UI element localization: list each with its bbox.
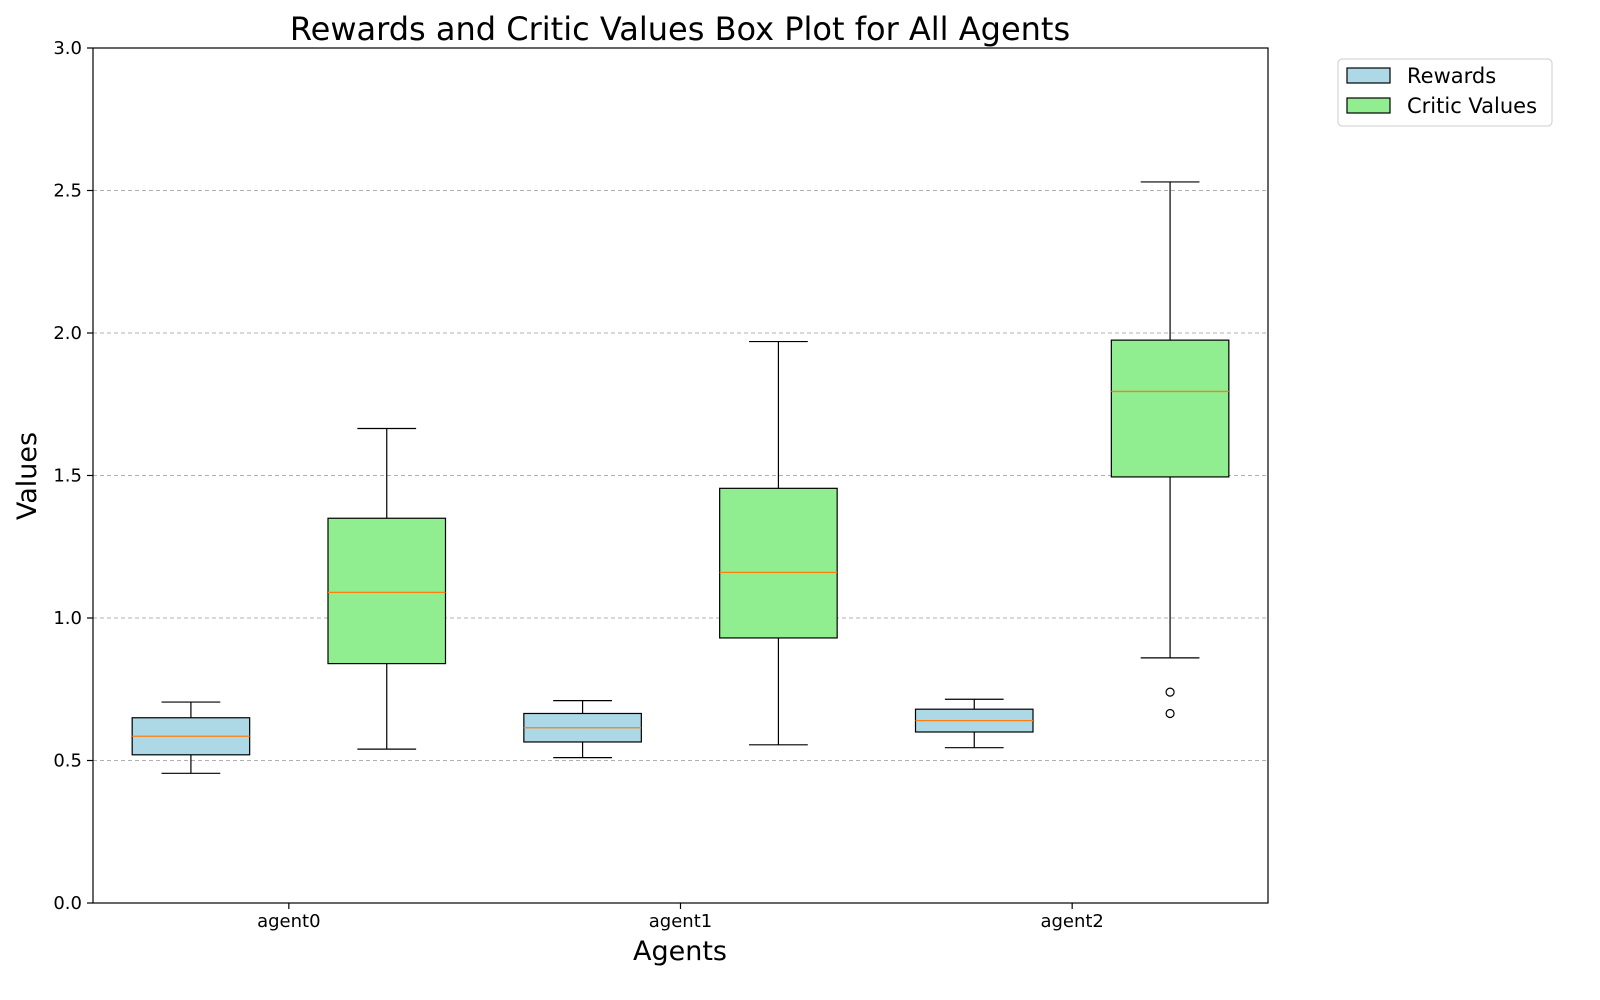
y-tick-label: 1.0 bbox=[53, 608, 82, 629]
y-axis: 0.0 0.5 1.0 1.5 2.0 2.5 3.0 bbox=[53, 38, 93, 914]
box-rewards-agent1 bbox=[523, 700, 642, 759]
legend-swatch-critic-values bbox=[1346, 97, 1391, 114]
y-tick-label: 2.0 bbox=[53, 323, 82, 344]
box-critic-values-agent2 bbox=[1110, 181, 1230, 719]
iqr-box bbox=[1110, 339, 1230, 478]
iqr-box bbox=[719, 487, 838, 639]
x-tick-label-agent0: agent0 bbox=[257, 911, 320, 932]
legend-swatch-rewards bbox=[1346, 67, 1391, 84]
x-tick-label-agent2: agent2 bbox=[1040, 911, 1103, 932]
legend-frame bbox=[1337, 58, 1553, 127]
y-tick-label: 2.5 bbox=[53, 181, 82, 202]
y-axis-title: Values bbox=[12, 432, 43, 520]
iqr-box bbox=[327, 517, 447, 665]
outlier-point bbox=[1165, 687, 1175, 697]
legend: Rewards Critic Values bbox=[1337, 58, 1553, 127]
y-tick-label: 0.0 bbox=[53, 893, 82, 914]
y-tick-label: 3.0 bbox=[53, 38, 82, 59]
grid-lines bbox=[93, 190, 1268, 761]
x-axis: agent0 agent1 agent2 bbox=[257, 903, 1104, 932]
legend-label-rewards: Rewards bbox=[1407, 64, 1496, 88]
chart-title: Rewards and Critic Values Box Plot for A… bbox=[290, 10, 1070, 48]
x-axis-title: Agents bbox=[633, 936, 727, 967]
x-tick-label-agent1: agent1 bbox=[649, 911, 712, 932]
legend-label-critic-values: Critic Values bbox=[1407, 94, 1537, 118]
box-rewards-agent0 bbox=[131, 701, 251, 774]
box-critic-values-agent1 bbox=[719, 340, 838, 746]
outlier-point bbox=[1165, 708, 1175, 719]
y-tick-label: 0.5 bbox=[53, 751, 82, 772]
y-tick-label: 1.5 bbox=[53, 466, 82, 487]
box-rewards-agent2 bbox=[914, 698, 1034, 749]
boxes bbox=[131, 181, 1230, 774]
box-critic-values-agent0 bbox=[327, 427, 447, 750]
